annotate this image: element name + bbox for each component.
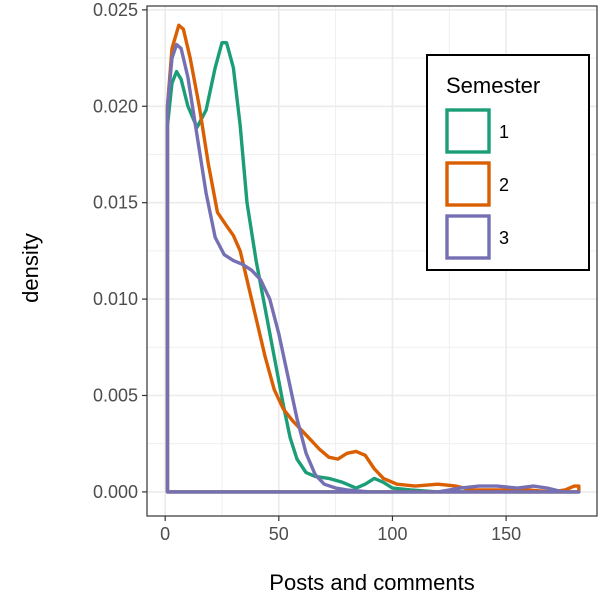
x-tick-label: 100 — [377, 524, 407, 544]
legend-label-2: 2 — [499, 175, 509, 195]
x-tick-label: 0 — [160, 524, 170, 544]
legend-key-1 — [445, 108, 491, 154]
major-gridlines — [147, 6, 597, 516]
legend-label-3: 3 — [499, 228, 509, 248]
legend: Semester 1 2 3 — [426, 54, 590, 271]
legend-entries: 1 2 3 — [445, 108, 509, 260]
y-tick-label: 0.025 — [93, 0, 138, 20]
y-axis: 0.000 0.005 0.010 0.015 0.020 0.025 — [93, 0, 147, 502]
panel-border — [146, 5, 598, 517]
y-tick-label: 0.000 — [93, 482, 138, 502]
x-tick-label: 150 — [491, 524, 521, 544]
legend-key-2 — [445, 161, 491, 207]
y-tick-label: 0.020 — [93, 96, 138, 116]
y-tick-label: 0.010 — [93, 289, 138, 309]
y-tick-label: 0.005 — [93, 385, 138, 405]
series-3-line — [165, 42, 581, 494]
x-axis: 0 50 100 150 — [160, 516, 521, 544]
legend-label-1: 1 — [499, 122, 509, 142]
x-axis-title: Posts and comments — [269, 570, 474, 595]
x-tick-label: 50 — [269, 524, 289, 544]
series-2-line — [165, 23, 581, 494]
legend-key-3 — [445, 214, 491, 260]
series-layer — [165, 23, 581, 494]
legend-title: Semester — [446, 73, 540, 98]
y-axis-title: density — [18, 233, 43, 303]
y-tick-label: 0.015 — [93, 193, 138, 213]
